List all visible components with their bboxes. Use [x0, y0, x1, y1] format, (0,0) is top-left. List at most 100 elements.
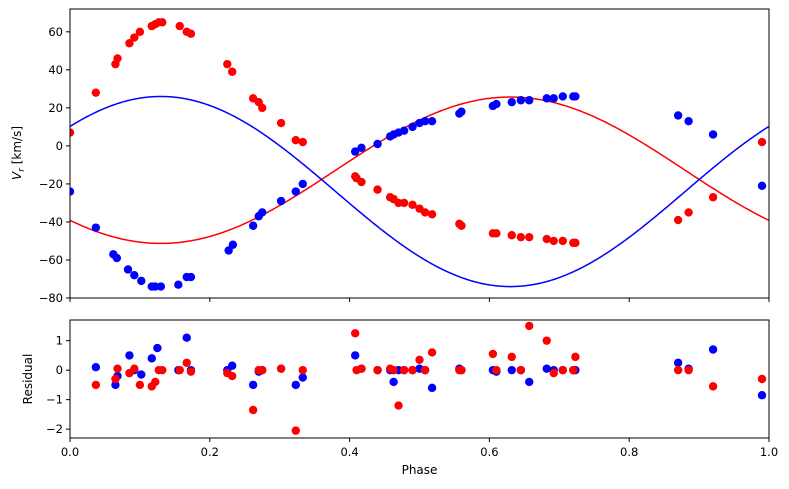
residual-point-s1-36: [492, 365, 501, 375]
rv-point-s0-3: [113, 54, 122, 63]
residual-point-s1-48: [757, 374, 767, 384]
residual-point-s0-17: [291, 380, 300, 390]
rv-point-s0-25: [373, 185, 382, 194]
residual-point-s1-12: [186, 367, 196, 376]
rv-point-s1-9: [156, 282, 166, 291]
residual-point-s1-5: [135, 380, 145, 390]
residual-point-s1-21: [350, 329, 360, 338]
residual-point-s0-42: [673, 358, 683, 367]
residual-point-s1-1: [111, 374, 120, 384]
rv-point-s0-21: [298, 137, 307, 147]
rv-ytick-label-4: 0: [56, 139, 63, 153]
rv-point-s1-17: [258, 208, 267, 217]
rv-model-curve-1: [70, 95, 769, 288]
rv-plot-area: [70, 18, 769, 291]
residual-point-s1-17: [258, 365, 267, 375]
rv-point-s0-29: [399, 198, 409, 208]
rv-point-s0-13: [186, 29, 196, 38]
rv-point-s1-14: [228, 240, 238, 249]
rv-point-s0-35: [457, 221, 466, 230]
residual-marks: [91, 321, 767, 435]
rv-point-s0-24: [357, 177, 366, 187]
rv-point-s0-49: [757, 137, 767, 147]
residual-point-s0-29: [427, 383, 437, 393]
rv-point-s0-4: [125, 39, 134, 48]
rv-point-s1-4: [123, 265, 133, 274]
rv-point-s0-42: [549, 236, 558, 246]
rv-point-s1-30: [420, 116, 430, 126]
rv-point-s1-1: [91, 223, 101, 232]
rv-point-s1-36: [507, 97, 516, 107]
residual-point-s0-19: [350, 351, 360, 360]
residual-ticks: −2 −1 0 1 0.0 0.2 0.4 0.6 0.8 1.0: [46, 334, 778, 459]
rv-point-s1-40: [549, 94, 558, 103]
residual-point-s1-31: [420, 365, 430, 375]
rv-point-s0-45: [571, 238, 580, 248]
rv-point-s1-43: [571, 92, 580, 101]
rv-ytick-label-0: −80: [39, 291, 63, 305]
rv-point-s1-19: [291, 187, 300, 196]
residual-point-s0-44: [708, 345, 718, 354]
rv-point-s1-31: [427, 116, 437, 126]
rv-point-s1-47: [757, 181, 767, 191]
residual-ytick-label-3: 1: [56, 334, 63, 348]
rv-point-s1-38: [525, 96, 534, 105]
residual-point-s1-26: [389, 365, 398, 375]
residual-point-s0-36: [525, 377, 534, 387]
rv-point-s0-6: [135, 27, 145, 37]
residual-point-s1-40: [542, 336, 551, 345]
rv-point-s1-0: [70, 187, 75, 196]
rv-point-s0-11: [175, 21, 184, 31]
residual-point-s1-7: [151, 377, 160, 387]
rv-point-s0-40: [525, 232, 534, 242]
residual-point-s0-3: [125, 351, 134, 360]
residual-point-s1-15: [248, 405, 258, 415]
rv-point-s0-37: [492, 229, 501, 238]
residual-axes-frame: [69, 319, 770, 439]
residual-panel: −2 −1 0 1 0.0 0.2 0.4 0.6 0.8 1.0 Residual Phase: [21, 319, 778, 477]
rv-point-s0-19: [276, 118, 286, 128]
rv-point-s0-48: [708, 193, 718, 202]
residual-point-s1-27: [394, 401, 403, 410]
rv-point-s0-5: [130, 33, 139, 42]
rv-axes-frame: [69, 8, 770, 299]
rv-point-s0-20: [291, 135, 300, 145]
residual-point-s1-44: [571, 352, 580, 362]
residual-point-s0-12: [227, 361, 237, 370]
rv-point-s1-33: [457, 107, 466, 116]
rv-point-s1-15: [248, 221, 258, 230]
rv-point-s0-15: [227, 67, 237, 76]
residual-point-s1-41: [549, 368, 558, 378]
residual-point-s1-9: [158, 365, 167, 375]
rv-y-axis-label-sub: r: [17, 167, 27, 172]
residual-point-s1-43: [569, 365, 578, 375]
rv-point-s0-30: [408, 200, 417, 210]
residual-ytick-label-0: −2: [46, 422, 63, 436]
rv-point-s0-41: [542, 234, 551, 244]
residual-point-s1-47: [708, 382, 718, 391]
residual-point-s1-11: [182, 358, 191, 367]
residual-point-s1-18: [276, 364, 286, 373]
residual-point-s1-14: [227, 371, 237, 381]
rv-ytick-label-2: −40: [39, 215, 63, 229]
rv-point-s1-44: [673, 111, 683, 120]
rv-point-s1-37: [516, 96, 526, 105]
residual-point-s1-10: [175, 365, 184, 375]
rv-point-s1-28: [408, 122, 417, 132]
rv-y-axis-label-main: V: [10, 171, 24, 180]
residual-point-s1-32: [427, 348, 437, 357]
residual-point-s1-34: [457, 365, 466, 375]
residual-point-s0-5: [137, 370, 146, 379]
rv-point-s0-0: [70, 128, 75, 137]
rv-point-s1-46: [708, 130, 718, 139]
residual-point-s0-1: [111, 380, 120, 390]
residual-point-s1-30: [415, 355, 424, 365]
residual-point-s0-9: [182, 333, 191, 342]
residual-point-s0-7: [153, 343, 162, 353]
residual-point-s0-6: [147, 354, 156, 363]
rv-ytick-label-5: 20: [48, 101, 63, 115]
rv-marks: [70, 18, 769, 291]
rv-point-s0-43: [558, 236, 567, 246]
residual-point-s1-39: [525, 321, 534, 331]
residual-point-s0-37: [542, 364, 551, 373]
